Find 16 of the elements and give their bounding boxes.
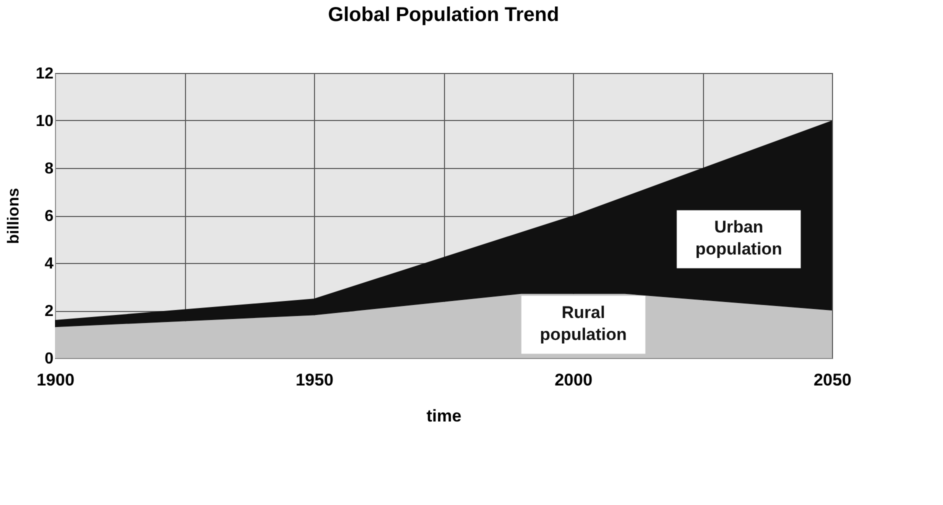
y-tick-label: 2: [44, 303, 54, 320]
x-tick-label: 2000: [554, 370, 592, 390]
y-axis-title: billions: [6, 188, 23, 244]
series-label: Rural population: [540, 302, 627, 344]
y-tick-label: 0: [44, 350, 54, 368]
x-tick-label: 1950: [296, 370, 334, 390]
chart-title: Global Population Trend: [328, 4, 560, 26]
y-tick-label: 6: [44, 208, 54, 225]
y-tick-label: 8: [44, 160, 54, 178]
x-tick-label: 1900: [36, 370, 74, 390]
x-tick-label: 2050: [814, 370, 852, 390]
x-axis-title: time: [426, 406, 462, 426]
y-tick-label: 10: [36, 113, 54, 130]
y-tick-label: 12: [36, 66, 54, 82]
y-tick-label: 4: [44, 256, 54, 272]
series-label: Urban population: [695, 217, 782, 258]
